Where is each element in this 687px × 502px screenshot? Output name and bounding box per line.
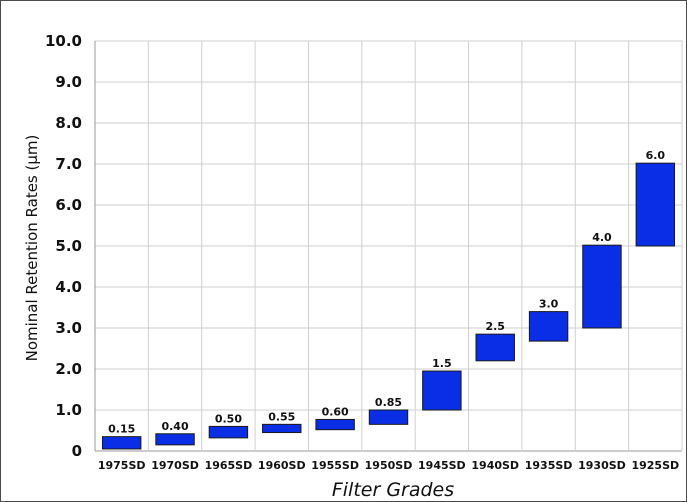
data-label: 6.0 (646, 149, 666, 162)
y-tick-label: 10.0 (45, 32, 82, 50)
x-tick-label: 1930SD (578, 459, 626, 472)
x-tick-label: 1955SD (311, 459, 359, 472)
x-tick-label: 1970SD (151, 459, 199, 472)
y-tick-label: 0 (72, 442, 82, 460)
range-bar (262, 423, 302, 434)
x-tick-label: 1950SD (365, 459, 413, 472)
y-tick-label: 2.0 (55, 360, 82, 378)
range-bar (101, 436, 142, 450)
range-bar (155, 433, 195, 446)
y-tick-label: 7.0 (55, 155, 82, 173)
x-tick-label: 1965SD (205, 459, 253, 472)
data-label: 0.55 (268, 410, 295, 423)
data-label: 2.5 (485, 320, 505, 333)
y-tick-label: 6.0 (55, 196, 82, 214)
y-tick-label: 1.0 (55, 401, 82, 419)
range-bar (582, 244, 622, 329)
y-tick-label: 8.0 (55, 114, 82, 132)
data-label: 4.0 (592, 231, 612, 244)
range-bar (208, 425, 249, 439)
data-label: 0.60 (322, 405, 349, 418)
data-label: 0.15 (108, 423, 135, 436)
data-label: 0.50 (215, 412, 242, 425)
range-bar (475, 333, 515, 362)
data-labels: 0.15 0.40 0.50 0.55 0.60 0.85 1.5 2.5 3.0 4.0 6.0 (108, 149, 665, 435)
range-bar (422, 370, 462, 411)
x-tick-label: 1945SD (418, 459, 466, 472)
x-tick-label: 1935SD (525, 459, 573, 472)
data-label: 0.85 (375, 396, 402, 409)
range-bar (528, 311, 569, 342)
data-label: 1.5 (432, 357, 452, 370)
x-tick-label: 1960SD (258, 459, 306, 472)
x-tick-label: 1940SD (471, 459, 519, 472)
range-bar (368, 409, 409, 425)
data-label: 3.0 (539, 298, 559, 311)
y-axis-title: Nominal Retention Rates (µm) (23, 135, 41, 362)
y-tick-label: 5.0 (55, 237, 82, 255)
y-tick-label: 4.0 (55, 278, 82, 296)
y-tick-label: 9.0 (55, 73, 82, 91)
y-tick-label: 3.0 (55, 319, 82, 337)
range-bar (315, 418, 355, 431)
y-tick-labels: 0 1.0 2.0 3.0 4.0 5.0 6.0 7.0 8.0 9.0 10.0 (45, 32, 82, 460)
x-tick-labels: 1975SD 1970SD 1965SD 1960SD 1955SD 1950SD 1945… (98, 459, 679, 472)
x-tick-label: 1975SD (98, 459, 146, 472)
bars (101, 162, 676, 450)
x-tick-label: 1925SD (631, 459, 679, 472)
data-label: 0.40 (161, 420, 188, 433)
x-axis-title: Filter Grades (332, 479, 454, 501)
range-bar (635, 162, 676, 247)
